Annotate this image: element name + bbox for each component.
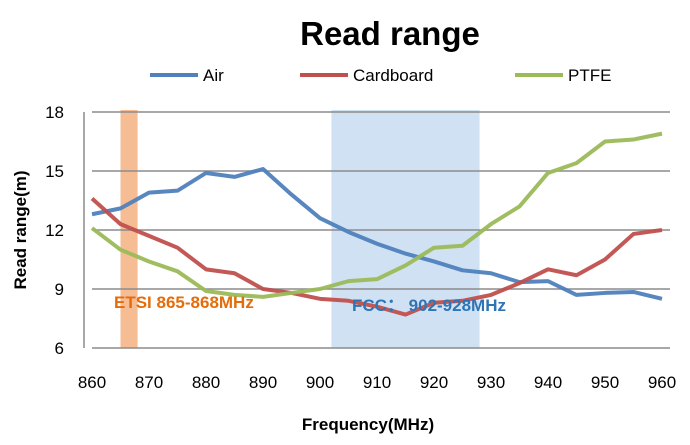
x-tick-label: 880 <box>192 373 220 392</box>
x-tick-label: 940 <box>534 373 562 392</box>
x-tick-label: 930 <box>477 373 505 392</box>
y-axis-label: Read range(m) <box>11 170 30 289</box>
fcc-band-label: FCC： 902-928MHz <box>352 296 506 315</box>
y-tick-label: 18 <box>45 103 64 122</box>
y-tick-label: 6 <box>55 339 64 358</box>
x-tick-label: 900 <box>306 373 334 392</box>
y-tick-label: 15 <box>45 162 64 181</box>
x-axis-label: Frequency(MHz) <box>302 415 434 434</box>
band-1 <box>331 110 480 348</box>
x-tick-label: 890 <box>249 373 277 392</box>
legend-label-air: Air <box>203 66 224 85</box>
x-tick-label: 870 <box>135 373 163 392</box>
x-tick-label: 950 <box>591 373 619 392</box>
x-tick-label: 960 <box>648 373 676 392</box>
legend-label-ptfe: PTFE <box>568 66 611 85</box>
y-tick-label: 9 <box>55 280 64 299</box>
x-tick-label: 910 <box>363 373 391 392</box>
x-tick-label: 920 <box>420 373 448 392</box>
chart-title: Read range <box>300 15 480 52</box>
x-tick-label: 860 <box>78 373 106 392</box>
y-tick-label: 12 <box>45 221 64 240</box>
etsi-band-label: ETSI 865-868MHz <box>114 293 254 312</box>
legend-label-cardboard: Cardboard <box>353 66 433 85</box>
